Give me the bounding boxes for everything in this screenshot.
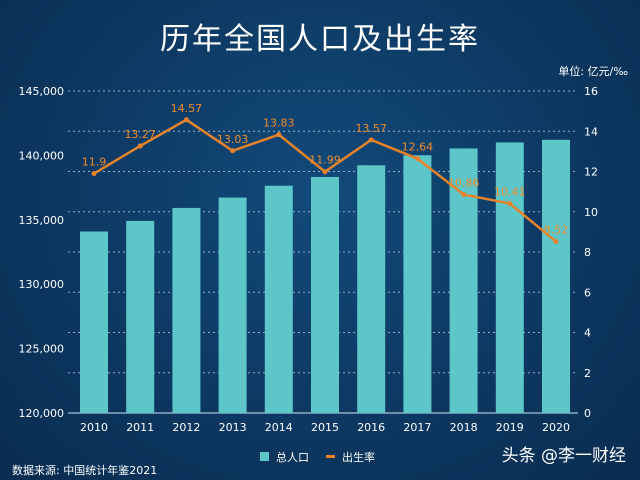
legend-swatch-birth-rate [326, 455, 335, 458]
birth-rate-point [183, 117, 189, 123]
data-label: 13.27 [124, 128, 156, 141]
unit-label: 单位: 亿元/‰ [558, 65, 628, 78]
x-tick-label: 2012 [172, 421, 200, 434]
right-tick-label: 2 [584, 367, 591, 380]
bar-2020 [542, 139, 570, 414]
left-tick-label: 130,000 [19, 278, 65, 291]
bar-2012 [172, 207, 201, 413]
birth-rate-point [461, 191, 467, 197]
watermark: 头条 @李一财经 [501, 446, 626, 466]
right-tick-label: 0 [584, 407, 591, 420]
bar-2015 [311, 176, 339, 413]
left-tick-label: 140,000 [19, 149, 65, 162]
right-tick-label: 14 [584, 125, 598, 138]
birth-rate-point [414, 156, 420, 162]
x-tick-label: 2017 [403, 421, 431, 434]
x-tick-label: 2018 [450, 421, 478, 434]
x-tick-label: 2010 [80, 421, 108, 434]
legend-label-population: 总人口 [276, 450, 309, 464]
x-tick-label: 2014 [265, 421, 293, 434]
right-tick-label: 8 [584, 246, 591, 259]
birth-rate-point [507, 200, 513, 206]
birth-rate-point [368, 137, 374, 143]
bar-2017 [403, 155, 432, 414]
data-label: 13.57 [355, 122, 387, 135]
bar-2016 [357, 165, 386, 413]
data-label: 14.57 [171, 102, 203, 115]
left-tick-label: 145,000 [19, 85, 65, 98]
data-label: 10.41 [494, 185, 526, 198]
chart-title: 历年全国人口及出生率 [160, 22, 480, 57]
data-label: 13.83 [263, 117, 295, 130]
left-tick-label: 135,000 [19, 214, 65, 227]
data-label: 11.99 [309, 154, 341, 167]
data-label: 12.64 [402, 141, 434, 154]
bar-2010 [80, 231, 108, 413]
birth-rate-point [230, 148, 236, 154]
x-tick-label: 2016 [357, 421, 385, 434]
legend-label-birth-rate: 出生率 [342, 450, 375, 464]
data-label: 8.52 [544, 224, 569, 237]
bar-2014 [264, 185, 293, 413]
right-tick-label: 16 [584, 85, 598, 98]
source-note: 数据来源: 中国统计年鉴2021 [12, 464, 158, 477]
birth-rate-point [137, 143, 143, 149]
data-label: 13.03 [217, 133, 249, 146]
birth-rate-point [553, 239, 559, 245]
data-label: 11.9 [82, 156, 107, 169]
bar-2019 [495, 142, 524, 413]
right-tick-label: 4 [584, 327, 591, 340]
x-tick-label: 2020 [542, 421, 570, 434]
bar-2011 [126, 220, 155, 413]
birth-rate-point [276, 132, 282, 138]
birth-rate-point [322, 169, 328, 175]
birth-rate-point [91, 171, 97, 177]
left-tick-label: 125,000 [19, 343, 65, 356]
x-tick-label: 2011 [126, 421, 154, 434]
x-tick-label: 2013 [219, 421, 247, 434]
right-tick-label: 12 [584, 166, 598, 179]
x-tick-label: 2015 [311, 421, 339, 434]
right-tick-label: 6 [584, 286, 591, 299]
right-tick-label: 10 [584, 206, 598, 219]
legend-swatch-population [260, 452, 269, 461]
x-tick-label: 2019 [496, 421, 524, 434]
left-tick-label: 120,000 [19, 407, 65, 420]
bar-2013 [218, 197, 247, 413]
data-label: 10.86 [448, 176, 480, 189]
